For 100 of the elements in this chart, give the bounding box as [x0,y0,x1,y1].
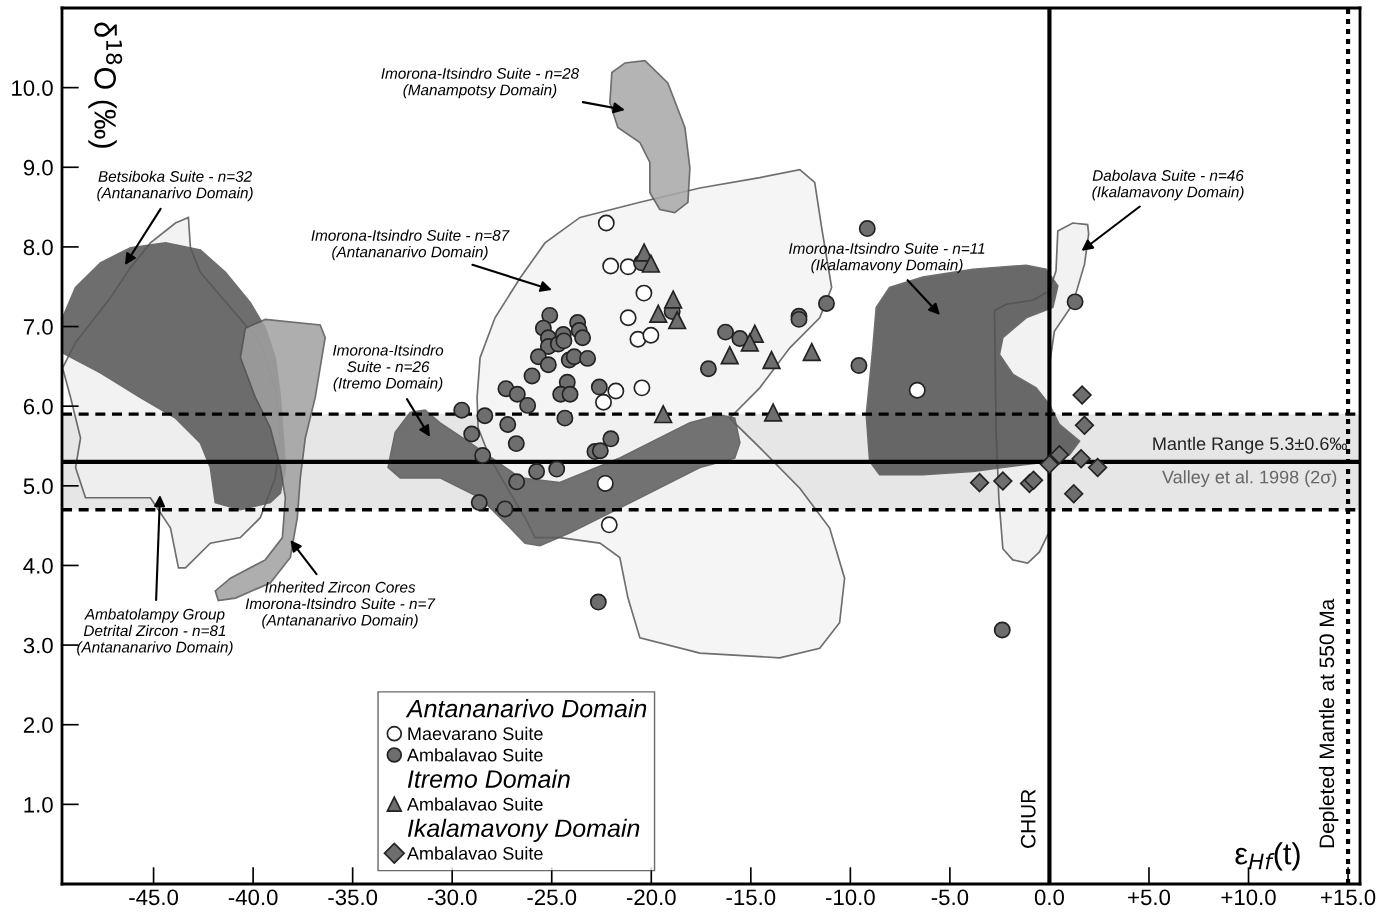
x-tick-label: -35.0 [328,889,378,906]
band-label: Mantle Range 5.3±0.6‰ Valley et al. 1998 (2σ) [1153,436,1347,488]
point [539,356,557,374]
point [969,472,990,493]
point [664,290,683,309]
point [541,306,559,324]
point [717,323,735,341]
point [1087,457,1108,478]
ref-line-label: Depleted Mantle at 550 Ma [1318,598,1339,848]
x-tick-label: -25.0 [527,889,577,906]
x-tick-label: 0.0 [1034,889,1065,906]
point [740,333,759,352]
point [548,460,566,478]
annotation: Ambatolampy Group Detrital Zircon - n=81 (Antananarivo Domain) [77,608,233,656]
x-tick-label: -30.0 [427,889,477,906]
point [600,516,618,534]
x-tick-label: -40.0 [228,889,278,906]
point [470,494,488,512]
point [519,396,537,414]
x-axis-title: ε$_{Hf}$(t) [1235,842,1300,871]
point [590,378,608,396]
point [453,401,471,419]
point [762,350,781,370]
point [908,381,926,399]
point [602,257,620,275]
point [597,214,615,232]
x-tick-label: -10.0 [826,889,875,906]
annotation: Imorona-Itsindro Suite - n=87 (Antananarivo Domain) [311,229,510,261]
x-tick-label: -5.0 [931,889,969,906]
point [602,430,620,448]
y-tick-label: 2.0 [23,717,53,733]
point [595,393,612,411]
annotation: Dabolava Suite - n=46 (Ikalamavony Domain) [1092,169,1244,201]
point [763,403,783,422]
annotation: Imorona-Itsindro Suite - n=11 (Ikalamavony Domain) [789,242,985,274]
annotation: Imorona-Itsindro Suite - n=26 (Itremo Domain) [333,344,444,392]
legend-label: Ambalavao Suite [406,748,543,762]
y-tick-label: 7.0 [23,319,53,335]
point [1049,445,1070,465]
point [508,385,526,403]
point [641,254,661,273]
annotation: Antananarivo Domain [405,699,647,718]
x-tick-label: +15.0 [1321,889,1376,906]
y-tick-label: 9.0 [23,159,53,176]
point [731,330,749,347]
point [699,360,717,378]
point [555,332,573,350]
y-tick-label: 3.0 [23,637,53,654]
point [1039,454,1060,474]
y-tick-label: 6.0 [23,398,53,415]
point [496,500,514,518]
annotation: Inherited Zircon Cores Imorona-Itsindro Suite - n=7 (Antananarivo Domain) [245,581,436,629]
point [507,435,525,453]
point [463,425,481,443]
point [654,404,673,424]
point [667,311,687,330]
point [1072,385,1092,405]
point [499,416,517,433]
x-tick-label: -15.0 [726,889,776,906]
point [649,304,668,323]
point [993,621,1011,639]
point [1071,449,1091,469]
point [633,379,651,397]
point [993,471,1013,491]
point [607,382,625,400]
annotation: Ikalamavony Domain [407,818,640,843]
y-tick-label: 8.0 [23,239,53,256]
point [589,593,607,611]
annotation: Itremo Domain [407,769,570,788]
point [858,220,876,238]
legend-label: Ambalavao Suite [406,797,543,811]
point [508,473,526,491]
x-tick-label: +10.0 [1221,889,1276,906]
y-axis-title: δ$^{18}$O (‰) [88,22,123,148]
point [1074,415,1095,435]
point [476,407,494,425]
annotation: Betsiboka Suite - n=32 (Antananarivo Domain) [97,170,253,202]
annotation: Imorona-Itsindro Suite - n=28 (Manampotsy Domain) [381,67,580,99]
y-tick-label: 10.0 [12,80,53,96]
x-tick-label: -45.0 [129,889,179,906]
point [802,342,821,362]
point [1064,484,1084,504]
legend-label: Ambalavao Suite [406,846,543,860]
y-tick-label: 5.0 [23,478,53,495]
point [635,284,653,302]
ref-line-label: CHUR [1020,789,1036,848]
x-tick-label: +5.0 [1128,889,1171,906]
point [556,409,574,427]
point [642,326,660,344]
point [579,349,597,367]
point [561,385,579,403]
point [1066,293,1084,311]
point [596,474,614,492]
point [591,442,609,460]
point [619,258,637,276]
point [528,463,546,480]
point [850,357,868,375]
point [574,329,592,347]
x-tick-label: -20.0 [626,889,676,906]
point [720,346,739,365]
